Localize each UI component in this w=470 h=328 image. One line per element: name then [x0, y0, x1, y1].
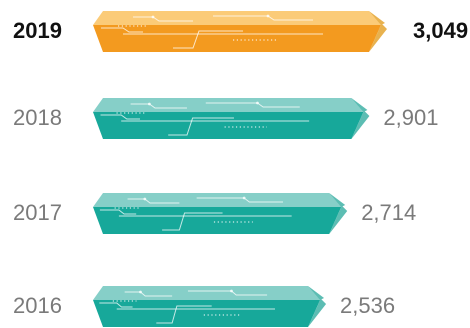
bar-top-face	[93, 193, 341, 207]
bar-2016	[93, 286, 326, 327]
bar-2017	[93, 193, 347, 234]
category-label-2017: 2017	[13, 200, 62, 225]
bar-front-face	[93, 300, 320, 327]
bar-top-face	[93, 98, 363, 112]
bar-2019	[93, 11, 387, 52]
bar-top-face	[93, 286, 320, 300]
category-label-2018: 2018	[13, 105, 62, 130]
bar-front-face	[93, 112, 363, 139]
value-label-2016: 2,536	[340, 293, 395, 318]
category-label-2016: 2016	[13, 293, 62, 318]
bar-front-face	[93, 25, 381, 52]
bar-top-face	[93, 11, 381, 25]
bar-2018	[93, 98, 369, 139]
value-label-2019: 3,049	[413, 18, 468, 43]
bar-front-face	[93, 207, 341, 234]
value-label-2017: 2,714	[361, 200, 416, 225]
value-label-2018: 2,901	[383, 105, 438, 130]
category-label-2019: 2019	[13, 18, 62, 43]
